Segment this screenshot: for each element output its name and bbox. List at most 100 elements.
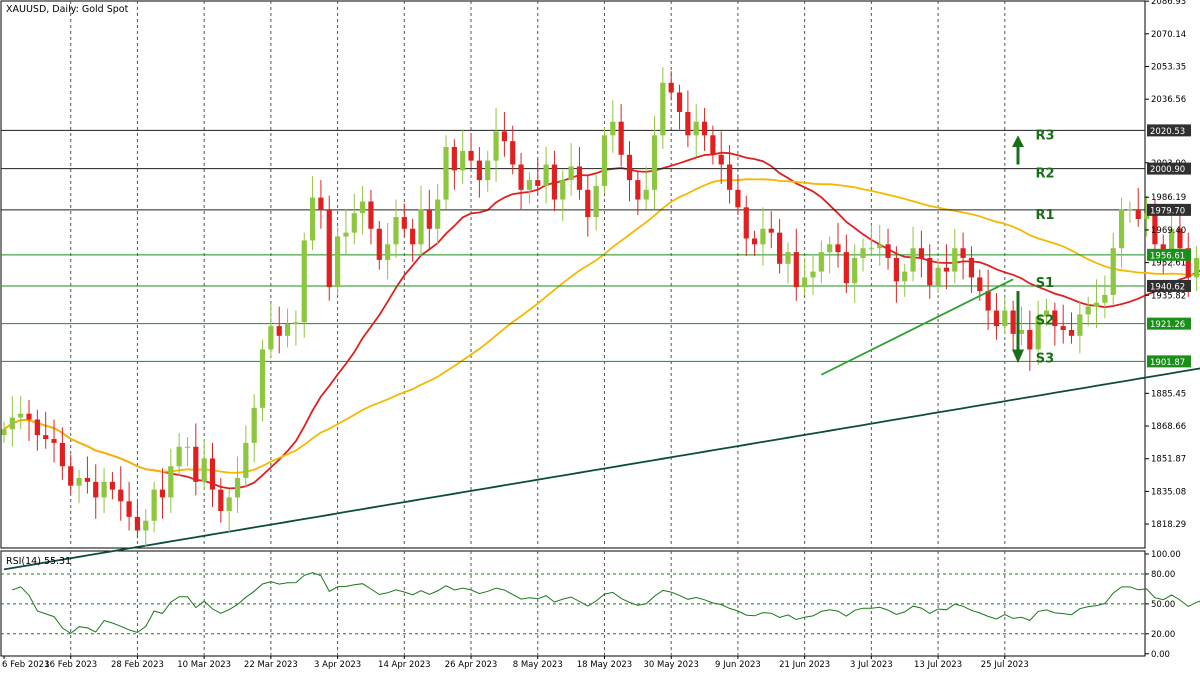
candle-body — [827, 244, 833, 253]
candle-body — [118, 489, 124, 502]
candle-body — [385, 244, 391, 260]
time-tick-label: 10 Mar 2023 — [177, 660, 231, 670]
candle-body — [1060, 326, 1066, 330]
support-resistance-lines — [1, 129, 1145, 362]
candle-body — [309, 197, 316, 241]
rsi-tick-label: 80.00 — [1151, 570, 1175, 580]
candle-body — [1143, 213, 1150, 220]
time-tick-label: 3 Jul 2023 — [850, 660, 893, 670]
candle-body — [1, 429, 7, 436]
rsi-tick-label: 50.00 — [1151, 600, 1175, 610]
level-label-s3: S3 — [1036, 351, 1054, 366]
candle-body — [793, 252, 799, 288]
candle-body — [1010, 310, 1016, 334]
candle-body — [877, 244, 883, 249]
candle-body — [460, 150, 466, 171]
candle-body — [760, 228, 766, 245]
time-tick-label: 3 Apr 2023 — [314, 660, 361, 670]
price-tag — [1147, 248, 1191, 261]
candle-body — [368, 201, 374, 229]
rsi-line — [12, 572, 1200, 635]
time-tick-label: 28 Feb 2023 — [111, 660, 164, 670]
rsi-tick-label: 0.00 — [1151, 650, 1170, 660]
candle-body — [993, 310, 1000, 327]
candle-body — [1027, 329, 1033, 350]
time-tick-label: 26 Apr 2023 — [445, 660, 498, 670]
candle-body — [518, 164, 524, 190]
candle-body — [660, 82, 666, 136]
level-label-r2: R2 — [1035, 167, 1054, 182]
candle-body — [777, 232, 783, 264]
candle-body — [510, 141, 516, 165]
moving-average-slow — [3, 367, 1200, 571]
time-tick-label: 18 May 2023 — [577, 660, 632, 670]
time-tick-label: 14 Apr 2023 — [378, 660, 431, 670]
candle-body — [184, 446, 191, 448]
price-tag-label: 2020.53 — [1150, 127, 1185, 137]
annotations: R3 R2 R1 S1 S2 S3 — [820, 128, 1055, 376]
candle-body — [668, 82, 674, 93]
candle-body — [43, 435, 49, 439]
candle-body — [701, 121, 708, 136]
candle-body — [835, 244, 841, 253]
candle-body — [268, 326, 274, 350]
candle-body — [1185, 248, 1191, 278]
candle-body — [1018, 329, 1025, 334]
candle-body — [968, 257, 975, 278]
level-label-r1: R1 — [1035, 208, 1054, 223]
price-tag-label: 1901.87 — [1150, 358, 1185, 368]
candle-body — [284, 324, 291, 336]
candle-body — [468, 150, 474, 161]
candle-body — [1085, 306, 1091, 315]
candle-body — [651, 135, 658, 190]
candle-body — [551, 164, 558, 200]
candle-body — [935, 267, 941, 286]
candle-body — [1052, 310, 1058, 327]
candle-body — [1127, 209, 1133, 211]
candle-body — [1135, 209, 1141, 220]
candle-body — [943, 267, 950, 272]
candle-body — [276, 326, 282, 336]
candle-body — [1035, 316, 1041, 350]
candle-body — [443, 146, 449, 200]
candle-body — [726, 164, 733, 190]
candle-body — [68, 466, 74, 486]
candle-body — [251, 407, 257, 443]
candle-body — [151, 489, 157, 521]
price-tag — [1147, 162, 1191, 175]
candle-body — [1177, 228, 1183, 249]
candle-body — [426, 209, 432, 229]
candle-body — [852, 257, 858, 284]
time-tick-label: 13 Jul 2023 — [914, 660, 962, 670]
candle-body — [1068, 329, 1075, 336]
candle-body — [893, 257, 899, 282]
candle-body — [977, 277, 983, 292]
candle-body — [585, 189, 591, 218]
candle-body — [501, 131, 507, 142]
candle-body — [226, 497, 232, 512]
candle-body — [351, 213, 357, 233]
candle-body — [318, 197, 324, 210]
candle-body — [401, 217, 407, 229]
candle-body — [1102, 294, 1108, 303]
candle-body — [918, 248, 924, 258]
price-tick-label: 1885.45 — [1151, 389, 1186, 399]
candle-body — [1152, 213, 1158, 245]
candle-body — [818, 252, 824, 272]
level-label-r3: R3 — [1035, 128, 1054, 143]
rsi-label: RSI(14) 55.31 — [6, 556, 71, 567]
price-tick-label: 2070.14 — [1151, 30, 1186, 40]
candle-body — [910, 248, 916, 272]
candle-body — [18, 413, 24, 418]
candle-body — [535, 180, 541, 186]
candle-body — [810, 271, 816, 278]
candle-body — [218, 489, 224, 512]
candle-body — [93, 481, 99, 498]
price-tick-label: 2086.93 — [1151, 0, 1186, 7]
candle-body — [985, 291, 991, 311]
candle-body — [560, 180, 566, 200]
candle-body — [168, 466, 174, 498]
candle-body — [451, 146, 457, 171]
candle-body — [360, 201, 366, 214]
